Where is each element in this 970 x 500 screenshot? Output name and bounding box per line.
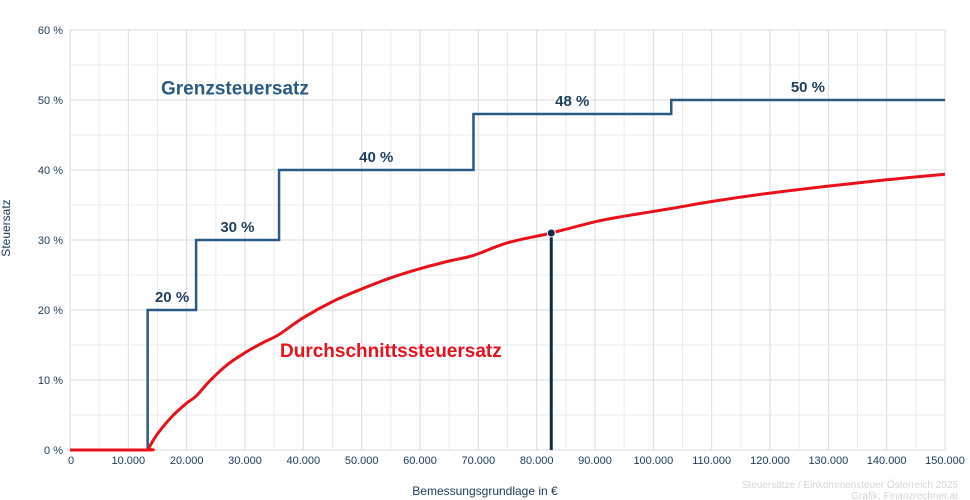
x-tick-label: 120.000 <box>750 455 790 467</box>
x-tick-label: 140.000 <box>867 455 907 467</box>
x-tick-label: 10.000 <box>112 455 146 467</box>
grenzsteuersatz-label: Grenzsteuersatz <box>161 78 309 99</box>
x-tick-label: 100.000 <box>633 455 673 467</box>
x-tick-label: 70.000 <box>462 455 496 467</box>
plot-frame <box>69 29 946 451</box>
grenzsteuersatz-line <box>70 98 945 452</box>
durchschnittssteuersatz-line <box>69 172 946 452</box>
x-tick-label: 60.000 <box>403 455 437 467</box>
step-rate-label: 40 % <box>359 149 393 166</box>
y-tick-label: 20 % <box>38 305 63 317</box>
x-tick-label: 80.000 <box>520 455 554 467</box>
grid-layer <box>69 29 946 451</box>
step-rate-label: 48 % <box>555 93 589 110</box>
x-tick-label: 130.000 <box>808 455 848 467</box>
x-axis-title: Bemessungsgrundlage in € <box>412 484 558 498</box>
y-tick-label: 30 % <box>38 235 63 247</box>
x-tick-label: 20.000 <box>170 455 204 467</box>
x-tick-label: 40.000 <box>287 455 321 467</box>
y-tick-label: 0 % <box>44 445 63 457</box>
x-tick-label: 0 <box>68 455 74 467</box>
marker-point <box>546 228 556 238</box>
step-rate-label: 20 % <box>155 289 189 306</box>
tick-labels: 0 10.000 20.000 30.000 40.000 50.000 60.000 70.… <box>38 25 965 467</box>
x-tick-label: 150.000 <box>925 455 965 467</box>
credit-line-1: Steuersätze / Einkommensteuer Österreich… <box>742 479 959 491</box>
chart-credits: Steuersätze / Einkommensteuer Österreich… <box>742 479 959 500</box>
durchschnittssteuersatz-label: Durchschnittssteuersatz <box>280 341 502 362</box>
step-rate-label: 50 % <box>791 79 825 96</box>
y-tick-label: 50 % <box>38 95 63 107</box>
series-layer <box>69 98 946 452</box>
x-tick-label: 110.000 <box>692 455 731 467</box>
y-tick-label: 60 % <box>38 25 63 37</box>
annotation-labels: 20 % 30 % 40 % 48 % 50 % Grenzsteuersatz Durch… <box>155 78 825 362</box>
y-tick-label: 10 % <box>38 375 63 387</box>
credit-line-2: Grafik: Finanzrechner.at <box>851 491 958 500</box>
x-tick-label: 90.000 <box>578 455 612 467</box>
step-rate-label: 30 % <box>220 219 254 236</box>
y-axis-title: Steuersatz <box>0 199 13 256</box>
x-tick-label: 30.000 <box>228 455 262 467</box>
y-tick-label: 40 % <box>38 165 63 177</box>
x-tick-label: 50.000 <box>345 455 379 467</box>
